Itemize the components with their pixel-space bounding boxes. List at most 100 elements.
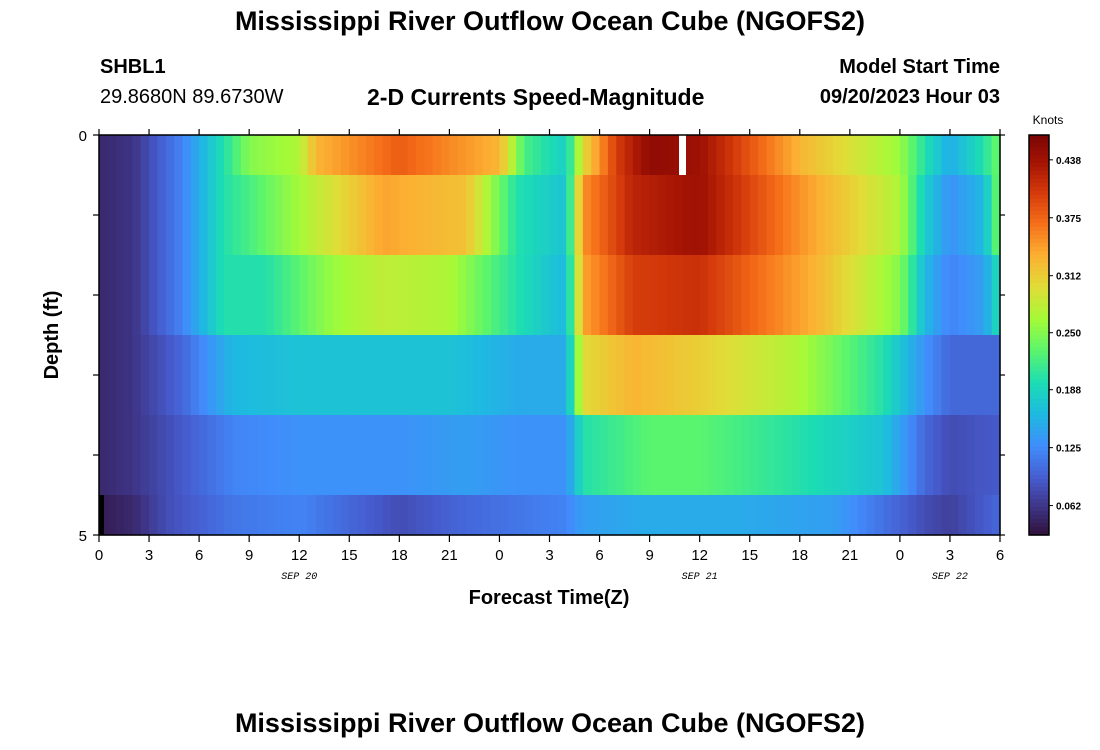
heatmap-cell (991, 495, 1001, 536)
heatmap-cell (457, 375, 467, 416)
heatmap-cell (791, 295, 801, 336)
heatmap-cell (416, 175, 425, 216)
heatmap-cell (274, 215, 284, 256)
heatmap-cell (733, 455, 742, 496)
heatmap-cell (315, 175, 325, 216)
heatmap-cell (140, 495, 150, 536)
heatmap-cell (274, 255, 284, 296)
heatmap-cell (190, 135, 200, 176)
heatmap-cell (466, 255, 476, 296)
x-tick-label: 15 (341, 547, 358, 564)
heatmap-cell (174, 415, 184, 456)
heatmap-cell (791, 175, 801, 216)
heatmap-cell (549, 295, 559, 336)
colorbar-strip (1029, 231, 1049, 236)
heatmap-cell (566, 375, 576, 416)
heatmap-cell (557, 415, 567, 456)
model-start-label: Model Start Time (839, 56, 1000, 78)
heatmap-cell (315, 495, 325, 536)
heatmap-cell (549, 455, 559, 496)
heatmap-cell (424, 335, 434, 376)
heatmap-cell (733, 415, 742, 456)
heatmap-cell (574, 335, 584, 376)
y-tick-label: 0 (79, 128, 87, 145)
station-coords: 29.8680N 89.6730W (100, 86, 284, 108)
heatmap-cell (240, 255, 250, 296)
heatmap-cell (424, 415, 434, 456)
heatmap-cell (774, 495, 784, 536)
heatmap-cell (774, 215, 784, 256)
heatmap-cell (824, 495, 834, 536)
heatmap-cell (516, 335, 526, 376)
colorbar-strip (1029, 491, 1049, 496)
heatmap-cell (841, 255, 851, 296)
heatmap-cell (708, 455, 717, 496)
heatmap-cell (274, 495, 284, 536)
heatmap-cell (382, 415, 392, 456)
heatmap-cell (849, 375, 859, 416)
heatmap-cell (566, 415, 576, 456)
heatmap-cell (758, 135, 767, 176)
heatmap-cell (115, 215, 125, 256)
heatmap-cell (357, 455, 367, 496)
heatmap-cell (340, 415, 350, 456)
heatmap-cell (883, 175, 893, 216)
heatmap-cell (149, 455, 158, 496)
heatmap-cell (924, 215, 934, 256)
heatmap-cell (99, 215, 108, 256)
heatmap-cell (466, 335, 476, 376)
heatmap-cell (307, 215, 317, 256)
x-tick-label: 12 (691, 547, 708, 564)
heatmap-cell (491, 255, 501, 296)
heatmap-cell (641, 295, 651, 336)
heatmap-cell (899, 255, 909, 296)
heatmap-cell (916, 135, 926, 176)
heatmap-cell (99, 415, 108, 456)
heatmap-cell (424, 135, 434, 176)
heatmap-cell (958, 375, 968, 416)
heatmap-cell (99, 375, 108, 416)
heatmap-cell (349, 215, 359, 256)
heatmap-cell (833, 295, 843, 336)
heatmap-cell (958, 335, 968, 376)
heatmap-cell (199, 495, 209, 536)
heatmap-cell (724, 495, 734, 536)
heatmap-cell (858, 415, 868, 456)
heatmap-cell (983, 175, 993, 216)
heatmap-cell (758, 295, 767, 336)
heatmap-cell (224, 495, 234, 536)
heatmap-cell (899, 215, 909, 256)
heatmap-cell (257, 495, 267, 536)
heatmap-cell (474, 455, 484, 496)
heatmap-cell (691, 255, 701, 296)
heatmap-cell (382, 295, 392, 336)
heatmap-cell (416, 215, 425, 256)
colorbar-tick-label: 0.062 (1056, 502, 1081, 513)
heatmap-cell (432, 415, 442, 456)
heatmap-cell (324, 415, 334, 456)
heatmap-cell (199, 295, 209, 336)
heatmap-cell (899, 375, 909, 416)
heatmap-cell (607, 375, 617, 416)
heatmap-cell (99, 335, 108, 376)
heatmap-cell (749, 215, 759, 256)
heatmap-cell (557, 335, 567, 376)
heatmap-cell (866, 135, 876, 176)
heatmap-cell (182, 455, 192, 496)
heatmap-cell (791, 135, 801, 176)
heatmap-cell (582, 175, 592, 216)
heatmap-cell (574, 255, 584, 296)
heatmap-cell (224, 335, 234, 376)
heatmap-cell (566, 335, 576, 376)
heatmap-cell (324, 255, 334, 296)
heatmap-cell (140, 135, 150, 176)
heatmap-cell (365, 175, 375, 216)
heatmap-cell (974, 175, 984, 216)
heatmap-cell (332, 495, 342, 536)
colorbar-strip (1029, 179, 1049, 184)
heatmap-cell (607, 335, 617, 376)
colorbar-tick-label: 0.312 (1056, 272, 1081, 283)
heatmap-cell (290, 135, 300, 176)
colorbar-strip (1029, 483, 1049, 488)
heatmap-cell (824, 375, 834, 416)
